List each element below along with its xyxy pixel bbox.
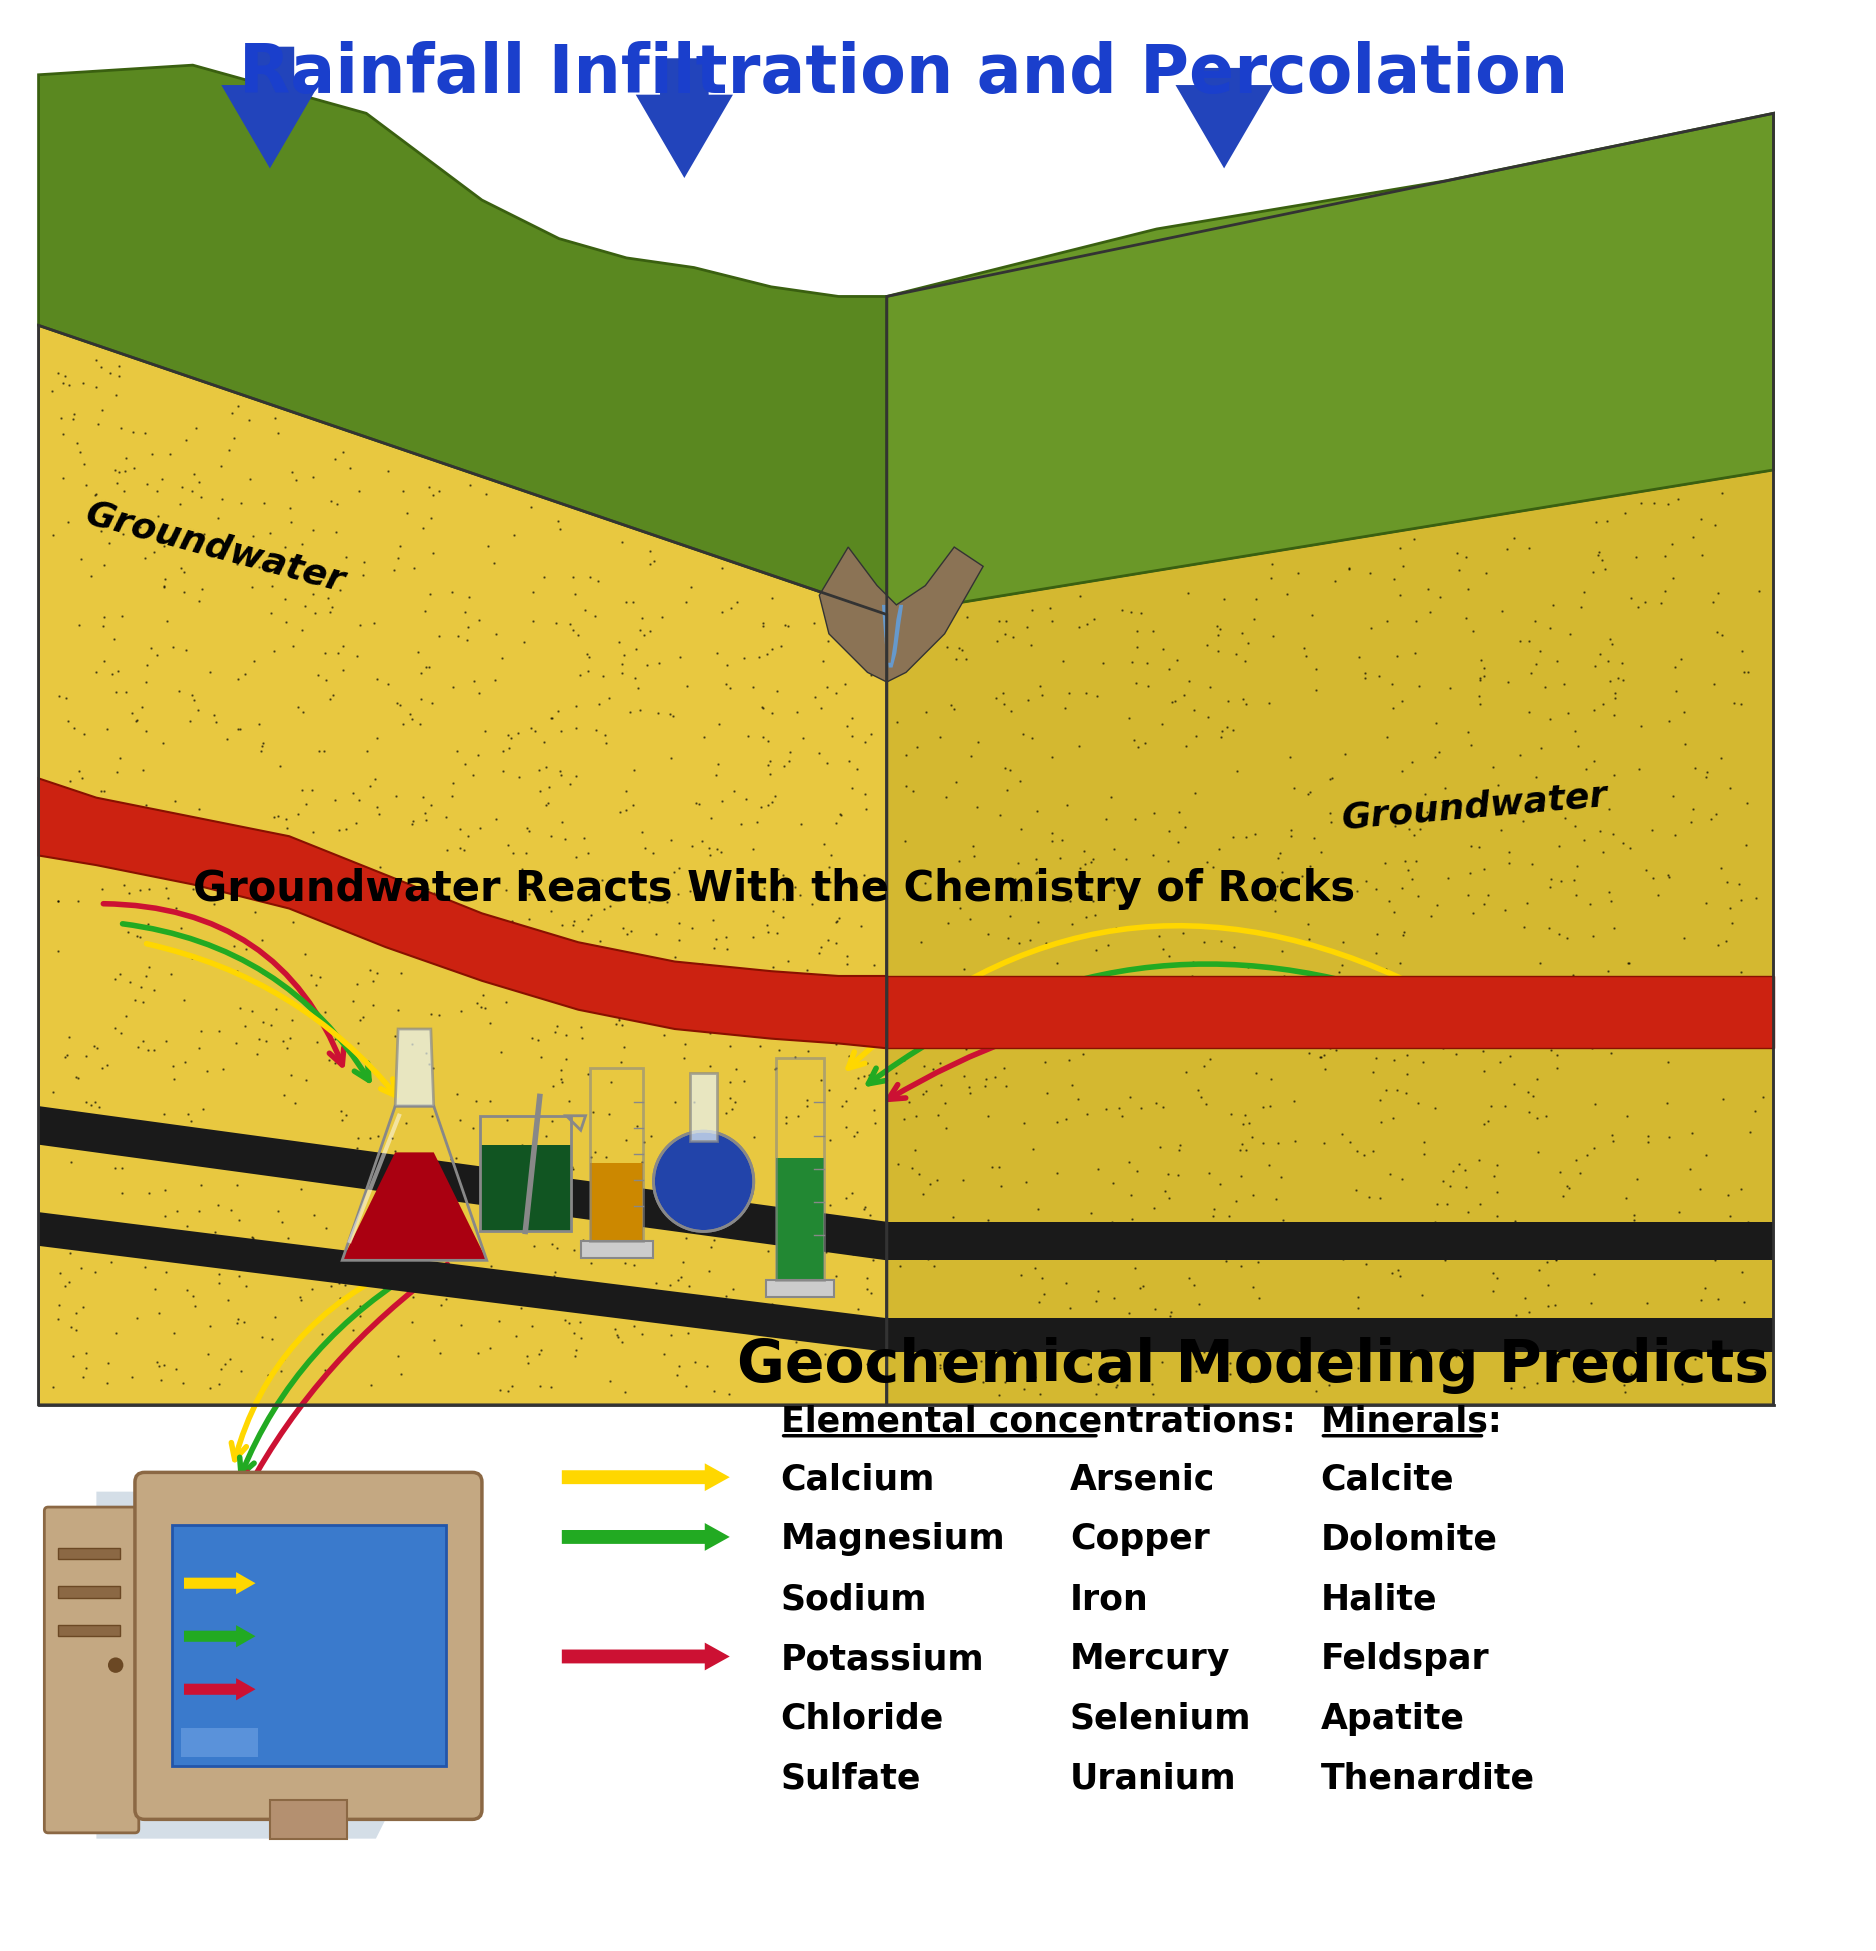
Polygon shape: [96, 1493, 405, 1838]
Text: Thenardite: Thenardite: [1321, 1762, 1535, 1795]
Text: Sulfate: Sulfate: [780, 1762, 921, 1795]
Circle shape: [653, 1132, 754, 1231]
Polygon shape: [396, 1028, 433, 1106]
Bar: [591, 1163, 643, 1241]
FancyArrowPatch shape: [561, 1524, 730, 1551]
Polygon shape: [820, 546, 983, 683]
FancyArrowPatch shape: [636, 59, 734, 178]
Bar: [777, 1057, 824, 1280]
Polygon shape: [39, 778, 887, 1048]
Text: Geochemical Modeling Predicts: Geochemical Modeling Predicts: [737, 1338, 1769, 1395]
Polygon shape: [882, 605, 902, 667]
Bar: [582, 1241, 653, 1258]
Text: Magnesium: Magnesium: [780, 1522, 1006, 1557]
Text: Calcite: Calcite: [1321, 1463, 1454, 1496]
Text: Halite: Halite: [1321, 1582, 1437, 1615]
Polygon shape: [39, 1106, 887, 1260]
FancyArrowPatch shape: [561, 1463, 730, 1491]
Text: Arsenic: Arsenic: [1069, 1463, 1216, 1496]
Bar: [58, 1547, 120, 1559]
Polygon shape: [887, 1221, 1773, 1260]
Bar: [58, 1586, 120, 1598]
Polygon shape: [887, 470, 1773, 1405]
FancyArrowPatch shape: [184, 1678, 255, 1701]
Bar: [182, 1729, 259, 1756]
Polygon shape: [39, 64, 887, 615]
Text: Chloride: Chloride: [780, 1701, 944, 1736]
Polygon shape: [39, 1212, 887, 1352]
Text: Potassium: Potassium: [780, 1643, 985, 1676]
Bar: [58, 1625, 120, 1637]
Bar: [765, 1280, 833, 1297]
Bar: [270, 1801, 347, 1838]
Text: Elemental concentrations:: Elemental concentrations:: [780, 1405, 1296, 1440]
Bar: [480, 1116, 570, 1231]
FancyArrowPatch shape: [184, 1625, 255, 1647]
Polygon shape: [887, 113, 1773, 615]
Polygon shape: [887, 1319, 1773, 1352]
Text: Apatite: Apatite: [1321, 1701, 1465, 1736]
Text: Iron: Iron: [1069, 1582, 1148, 1615]
Bar: [480, 1145, 570, 1231]
Text: Selenium: Selenium: [1069, 1701, 1251, 1736]
FancyArrowPatch shape: [561, 1643, 730, 1670]
Text: Copper: Copper: [1069, 1522, 1210, 1557]
Text: Dolomite: Dolomite: [1321, 1522, 1497, 1557]
FancyArrowPatch shape: [221, 47, 319, 168]
FancyArrowPatch shape: [184, 1573, 255, 1594]
Text: Uranium: Uranium: [1069, 1762, 1236, 1795]
Polygon shape: [39, 326, 887, 1405]
Bar: [690, 1073, 717, 1141]
Text: Groundwater: Groundwater: [83, 496, 349, 599]
Text: Sodium: Sodium: [780, 1582, 927, 1615]
Text: Groundwater Reacts With the Chemistry of Rocks: Groundwater Reacts With the Chemistry of…: [193, 868, 1354, 911]
Text: Rainfall Infiltration and Percolation: Rainfall Infiltration and Percolation: [240, 41, 1568, 107]
Text: Calcium: Calcium: [780, 1463, 934, 1496]
Polygon shape: [887, 976, 1773, 1048]
FancyArrowPatch shape: [1176, 68, 1272, 168]
Circle shape: [109, 1658, 124, 1672]
Text: Groundwater: Groundwater: [1339, 778, 1610, 835]
Bar: [591, 1067, 643, 1241]
Polygon shape: [341, 1153, 486, 1260]
Text: Mercury: Mercury: [1069, 1643, 1231, 1676]
Bar: [777, 1157, 824, 1280]
FancyBboxPatch shape: [45, 1506, 139, 1832]
Bar: [171, 1526, 446, 1766]
Text: Feldspar: Feldspar: [1321, 1643, 1490, 1676]
Text: Minerals:: Minerals:: [1321, 1405, 1503, 1440]
FancyBboxPatch shape: [135, 1473, 482, 1820]
